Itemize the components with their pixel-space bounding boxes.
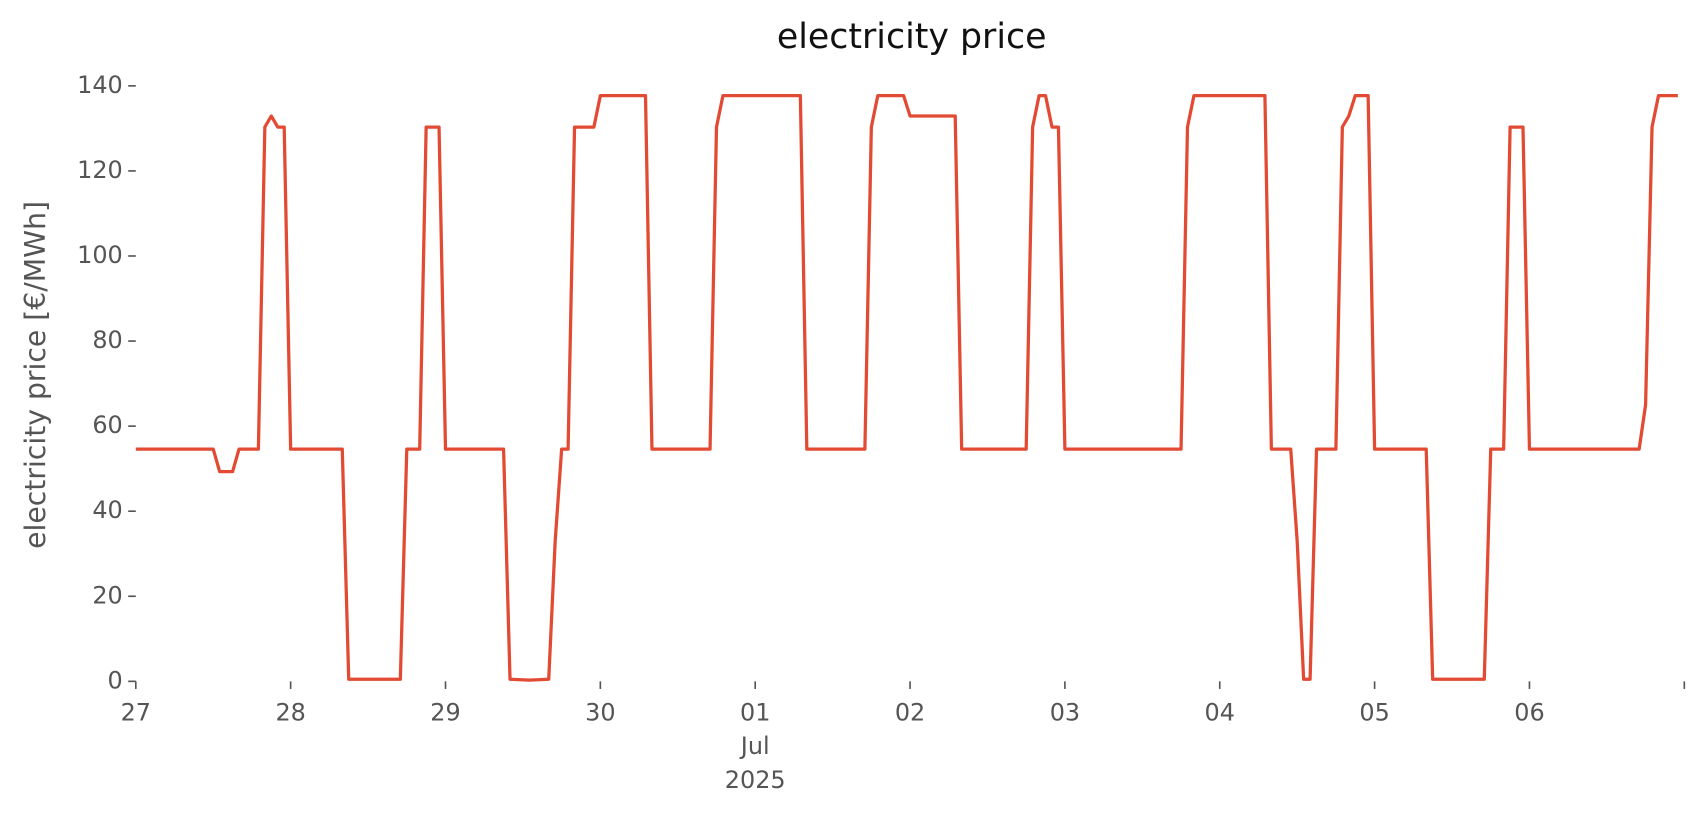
x-tick-label: 03 xyxy=(1050,698,1080,726)
x-tick-label: 28 xyxy=(275,698,305,726)
y-tick-label: 40 xyxy=(92,496,122,524)
y-tick-label: 60 xyxy=(92,411,122,439)
x-tick-label-line: 06 xyxy=(1514,698,1544,726)
y-tick-label: 80 xyxy=(92,326,122,354)
y-tick-label: 0 xyxy=(108,666,123,694)
x-tick-label-line: 03 xyxy=(1050,698,1080,726)
x-tick-label: 29 xyxy=(430,698,460,726)
y-tick-label: 20 xyxy=(92,581,122,609)
x-tick-label: 30 xyxy=(585,698,615,726)
x-tick-label: 01 Jul 2025 xyxy=(725,698,786,793)
x-tick-label-line: Jul xyxy=(739,732,770,760)
y-tick-label: 140 xyxy=(77,71,123,99)
x-tick-label-line: 2025 xyxy=(725,766,786,794)
x-tick-label-line: 01 xyxy=(740,698,770,726)
x-tick-label-line: 05 xyxy=(1359,698,1389,726)
x-tick-label: 04 xyxy=(1205,698,1235,726)
x-tick-label-line: 30 xyxy=(585,698,615,726)
x-tick-label-line: 27 xyxy=(121,698,151,726)
price-line xyxy=(135,93,1678,682)
x-tick-label-line: 29 xyxy=(430,698,460,726)
chart-title: electricity price xyxy=(777,17,1047,57)
x-tick-label: 06 xyxy=(1514,698,1544,726)
x-tick-label: 02 xyxy=(895,698,925,726)
x-tick-label-line: 02 xyxy=(895,698,925,726)
x-tick-label-line: 28 xyxy=(275,698,305,726)
x-tick-label: 05 xyxy=(1359,698,1389,726)
y-tick-label: 120 xyxy=(77,156,123,184)
y-tick-label: 100 xyxy=(77,241,123,269)
y-axis-label: electricity price [€/MWh] xyxy=(19,201,52,549)
x-tick-label-line: 04 xyxy=(1205,698,1235,726)
x-tick-label: 27 xyxy=(121,698,151,726)
